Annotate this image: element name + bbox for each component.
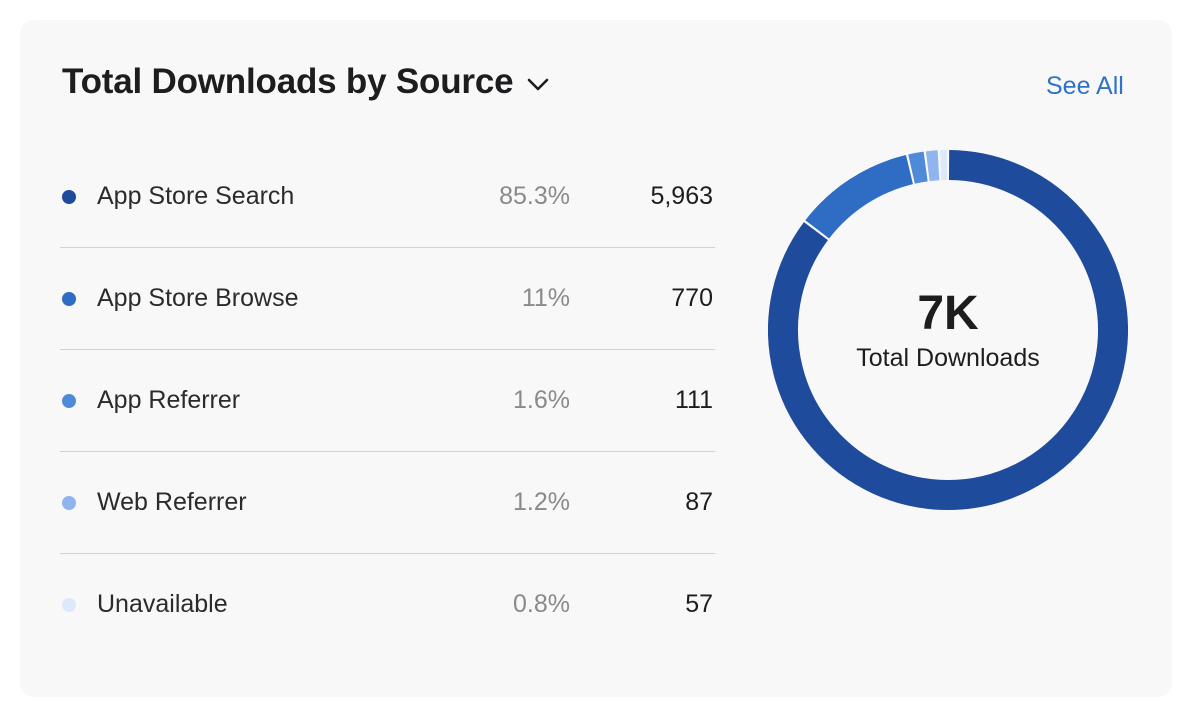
legend-dot [62, 598, 76, 612]
card-header[interactable]: Total Downloads by Source [62, 62, 551, 102]
source-label: Web Referrer [97, 488, 247, 516]
chevron-down-icon[interactable] [525, 71, 551, 97]
source-label: App Store Browse [97, 284, 299, 312]
total-downloads-value: 7K [917, 286, 979, 340]
source-value: 5,963 [650, 182, 713, 210]
legend-dot [62, 292, 76, 306]
legend-dot [62, 394, 76, 408]
card-title[interactable]: Total Downloads by Source [62, 62, 514, 101]
donut-segment[interactable] [768, 150, 1128, 510]
source-value: 770 [671, 284, 713, 312]
donut-segment[interactable] [925, 150, 940, 182]
source-value: 57 [685, 590, 713, 618]
downloads-card [20, 20, 1172, 697]
source-label: App Store Search [97, 182, 295, 210]
legend-dot [62, 496, 76, 510]
source-percent: 85.3% [499, 182, 570, 210]
source-list: App Store Search 85.3% 5,963 App Store B… [60, 146, 715, 656]
donut-svg[interactable] [768, 150, 1128, 510]
list-item: Unavailable 0.8% 57 [60, 554, 715, 656]
legend-dot [62, 190, 76, 204]
see-all-link[interactable]: See All [1046, 72, 1124, 100]
donut-chart[interactable]: 7K Total Downloads [768, 150, 1128, 510]
list-item: Web Referrer 1.2% 87 [60, 452, 715, 554]
source-value: 111 [674, 386, 713, 414]
donut-segment[interactable] [805, 154, 914, 239]
source-percent: 0.8% [513, 590, 570, 618]
source-label: App Referrer [97, 386, 241, 414]
source-value: 87 [685, 488, 713, 516]
source-percent: 1.6% [513, 386, 570, 414]
donut-segment[interactable] [908, 151, 928, 184]
total-downloads-label: Total Downloads [856, 343, 1040, 372]
source-percent: 11% [521, 284, 570, 312]
source-percent: 1.2% [513, 488, 570, 516]
list-item: App Store Browse 11% 770 [60, 248, 715, 350]
list-item: App Referrer 1.6% 111 [60, 350, 715, 452]
donut-center: 7K Total Downloads [768, 150, 1128, 510]
list-item: App Store Search 85.3% 5,963 [60, 146, 715, 248]
source-label: Unavailable [97, 590, 228, 618]
